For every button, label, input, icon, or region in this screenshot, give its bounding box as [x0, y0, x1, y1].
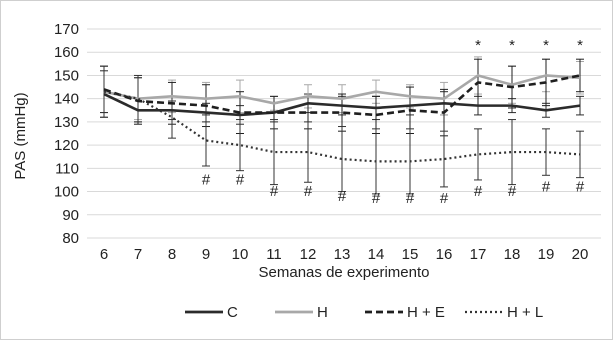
legend-label-3: H + E	[407, 304, 445, 321]
significance-hash: #	[542, 179, 551, 196]
x-tick-label: 8	[168, 246, 176, 263]
y-tick-label: 150	[54, 67, 79, 84]
x-tick-label: 6	[100, 246, 108, 263]
y-tick-label: 100	[54, 184, 79, 201]
y-tick-label: 160	[54, 44, 79, 61]
x-tick-label: 15	[402, 246, 419, 263]
x-tick-label: 7	[134, 246, 142, 263]
y-tick-label: 170	[54, 21, 79, 38]
x-tick-label: 10	[232, 246, 249, 263]
series-line-4	[103, 90, 581, 163]
x-tick-label: 17	[470, 246, 487, 263]
annotations: # # # # # # # # # # # # * * * *	[202, 37, 585, 207]
significance-asterisk: *	[475, 37, 481, 54]
significance-hash: #	[202, 172, 211, 189]
x-tick-label: 16	[436, 246, 453, 263]
x-tick-label: 11	[266, 246, 282, 263]
y-tick-label: 120	[54, 137, 79, 154]
y-tick-label: 90	[62, 207, 79, 224]
y-tick-label: 80	[62, 230, 79, 247]
x-tick-label: 9	[202, 246, 210, 263]
legend-label-4: H + L	[507, 304, 543, 321]
significance-hash: #	[270, 183, 279, 200]
series-group	[100, 56, 584, 195]
legend: C H H + E H + L	[185, 304, 543, 321]
significance-hash: #	[474, 183, 483, 200]
significance-hash: #	[338, 188, 347, 205]
x-tick-label: 14	[368, 246, 385, 263]
series-line-1	[103, 92, 581, 117]
significance-asterisk: *	[509, 37, 515, 54]
x-tick-label: 19	[538, 246, 555, 263]
grid	[87, 28, 601, 239]
series-line-2	[103, 74, 581, 105]
legend-label-2: H	[317, 304, 328, 321]
significance-hash: #	[440, 190, 449, 207]
x-tick-label: 13	[334, 246, 351, 263]
y-axis-title: PAS (mmHg)	[12, 92, 29, 179]
significance-asterisk: *	[543, 37, 549, 54]
x-tick-label: 12	[300, 246, 317, 263]
significance-hash: #	[236, 172, 245, 189]
x-axis-title: Semanas de experimento	[259, 264, 430, 281]
significance-hash: #	[576, 179, 585, 196]
y-tick-label: 130	[54, 114, 79, 131]
legend-label-1: C	[227, 304, 238, 321]
significance-hash: #	[372, 190, 381, 207]
y-tick-label: 140	[54, 91, 79, 108]
y-tick-label: 110	[55, 160, 79, 177]
axes: 80 90 100 110 120 130 140 150 160 170 6 7 8 9 10 11 12 13…	[54, 21, 588, 263]
significance-asterisk: *	[577, 37, 583, 54]
significance-hash: #	[508, 183, 517, 200]
significance-hash: #	[406, 190, 415, 207]
x-tick-label: 20	[572, 246, 589, 263]
series-line-3	[103, 74, 581, 117]
significance-hash: #	[304, 183, 313, 200]
x-tick-label: 18	[504, 246, 521, 263]
